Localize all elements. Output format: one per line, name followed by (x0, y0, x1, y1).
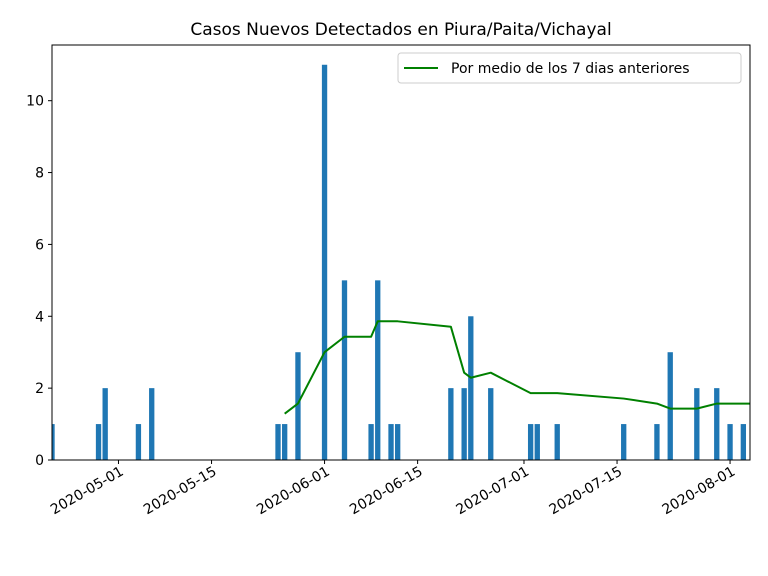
bar (149, 388, 155, 460)
bar (740, 424, 747, 460)
bar (554, 424, 560, 460)
bar (375, 280, 381, 460)
moving-average-series (284, 320, 750, 415)
y-tick-label: 6 (35, 237, 44, 253)
bar (461, 388, 467, 460)
bar (727, 424, 733, 460)
y-axis: 0 2 4 6 8 10 (26, 94, 52, 469)
bar (321, 64, 328, 460)
bar (95, 424, 102, 460)
chart-title: Casos Nuevos Detectados en Piura/Paita/V… (190, 20, 611, 40)
legend-box (397, 52, 742, 84)
bar (488, 388, 494, 460)
bar (694, 388, 700, 460)
bar (341, 280, 348, 460)
bar (527, 424, 534, 460)
y-tick-label: 10 (26, 94, 44, 110)
bar (667, 352, 673, 460)
bar (621, 424, 627, 460)
y-tick-label: 4 (35, 309, 44, 325)
bar (448, 388, 454, 460)
bar (654, 424, 660, 460)
moving-average-line (284, 320, 750, 415)
bar (388, 424, 394, 460)
bar (468, 316, 474, 460)
bar (102, 388, 108, 460)
bar (395, 424, 401, 460)
legend-label: Por medio de los 7 dias anteriores (451, 61, 690, 77)
y-tick-label: 0 (35, 453, 44, 469)
bar (52, 424, 55, 460)
bar (282, 424, 288, 460)
legend: Por medio de los 7 dias anteriores (397, 52, 742, 84)
bar (714, 388, 720, 460)
plot-frame (51, 44, 751, 461)
y-tick-label: 2 (35, 381, 44, 397)
bar (534, 424, 540, 460)
bar-series (52, 64, 747, 460)
y-tick-label: 8 (35, 166, 44, 182)
bar (135, 424, 142, 460)
bar (368, 424, 374, 460)
bar (295, 352, 301, 460)
bar (275, 424, 281, 460)
